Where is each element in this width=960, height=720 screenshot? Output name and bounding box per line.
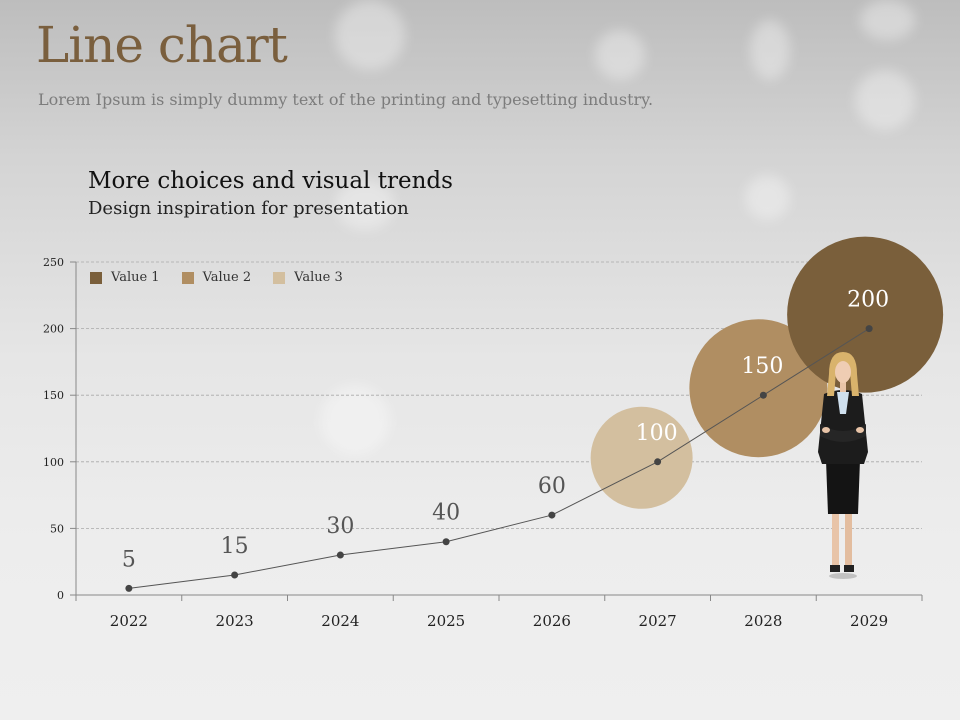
data-label: 30 — [326, 514, 354, 539]
highlight-bubble — [689, 319, 828, 458]
y-tick-label: 100 — [43, 456, 64, 469]
highlight-bubble — [590, 406, 693, 509]
y-tick-label: 150 — [43, 389, 64, 402]
bokeh-light — [320, 385, 390, 455]
data-point — [336, 551, 344, 559]
x-tick-label: 2022 — [110, 612, 148, 630]
data-label: 40 — [432, 501, 460, 526]
data-point — [865, 325, 873, 333]
data-point — [231, 571, 239, 579]
y-tick-label: 0 — [57, 589, 64, 602]
x-tick-label: 2028 — [744, 612, 782, 630]
bokeh-light — [335, 0, 405, 70]
x-tick-label: 2023 — [216, 612, 254, 630]
y-tick-label: 50 — [50, 522, 64, 535]
bokeh-light — [860, 0, 915, 40]
y-tick-label: 200 — [43, 323, 64, 336]
bokeh-light — [745, 175, 790, 220]
businesswoman-image — [818, 352, 868, 579]
chart-heading: More choices and visual trends — [88, 168, 453, 194]
data-label: 100 — [636, 421, 678, 446]
data-point — [548, 511, 556, 519]
legend-item-value-3: Value 3 — [273, 270, 343, 285]
slide-title: Line chart — [36, 16, 288, 74]
slide-subtitle: Lorem Ipsum is simply dummy text of the … — [38, 90, 654, 109]
legend-item-value-1: Value 1 — [90, 270, 160, 285]
bokeh-light — [335, 180, 395, 230]
bokeh-light — [595, 30, 645, 80]
data-label: 5 — [122, 547, 136, 572]
x-tick-label: 2024 — [321, 612, 359, 630]
data-label: 15 — [221, 534, 249, 559]
y-tick-label: 250 — [43, 256, 64, 269]
data-point — [442, 538, 450, 546]
x-tick-label: 2027 — [639, 612, 677, 630]
x-tick-label: 2029 — [850, 612, 888, 630]
series-line — [128, 328, 870, 589]
chart-legend: Value 1 Value 2 Value 3 — [90, 270, 343, 285]
data-label: 60 — [538, 474, 566, 499]
highlight-bubble — [787, 236, 944, 393]
legend-item-value-2: Value 2 — [181, 270, 252, 285]
legend-swatch-value-2 — [181, 271, 194, 284]
legend-label: Value 3 — [294, 270, 343, 285]
data-label: 150 — [741, 354, 783, 379]
bokeh-light — [750, 20, 790, 80]
legend-swatch-value-1 — [90, 271, 102, 284]
x-tick-label: 2026 — [533, 612, 571, 630]
data-label: 200 — [847, 288, 889, 313]
data-point — [654, 458, 662, 466]
data-point — [125, 584, 133, 592]
bokeh-light — [855, 70, 915, 130]
legend-label: Value 1 — [111, 270, 160, 285]
data-point — [759, 391, 767, 399]
x-tick-label: 2025 — [427, 612, 465, 630]
chart-subheading: Design inspiration for presentation — [88, 198, 409, 219]
legend-label: Value 2 — [202, 270, 252, 285]
legend-swatch-value-3 — [273, 271, 286, 284]
